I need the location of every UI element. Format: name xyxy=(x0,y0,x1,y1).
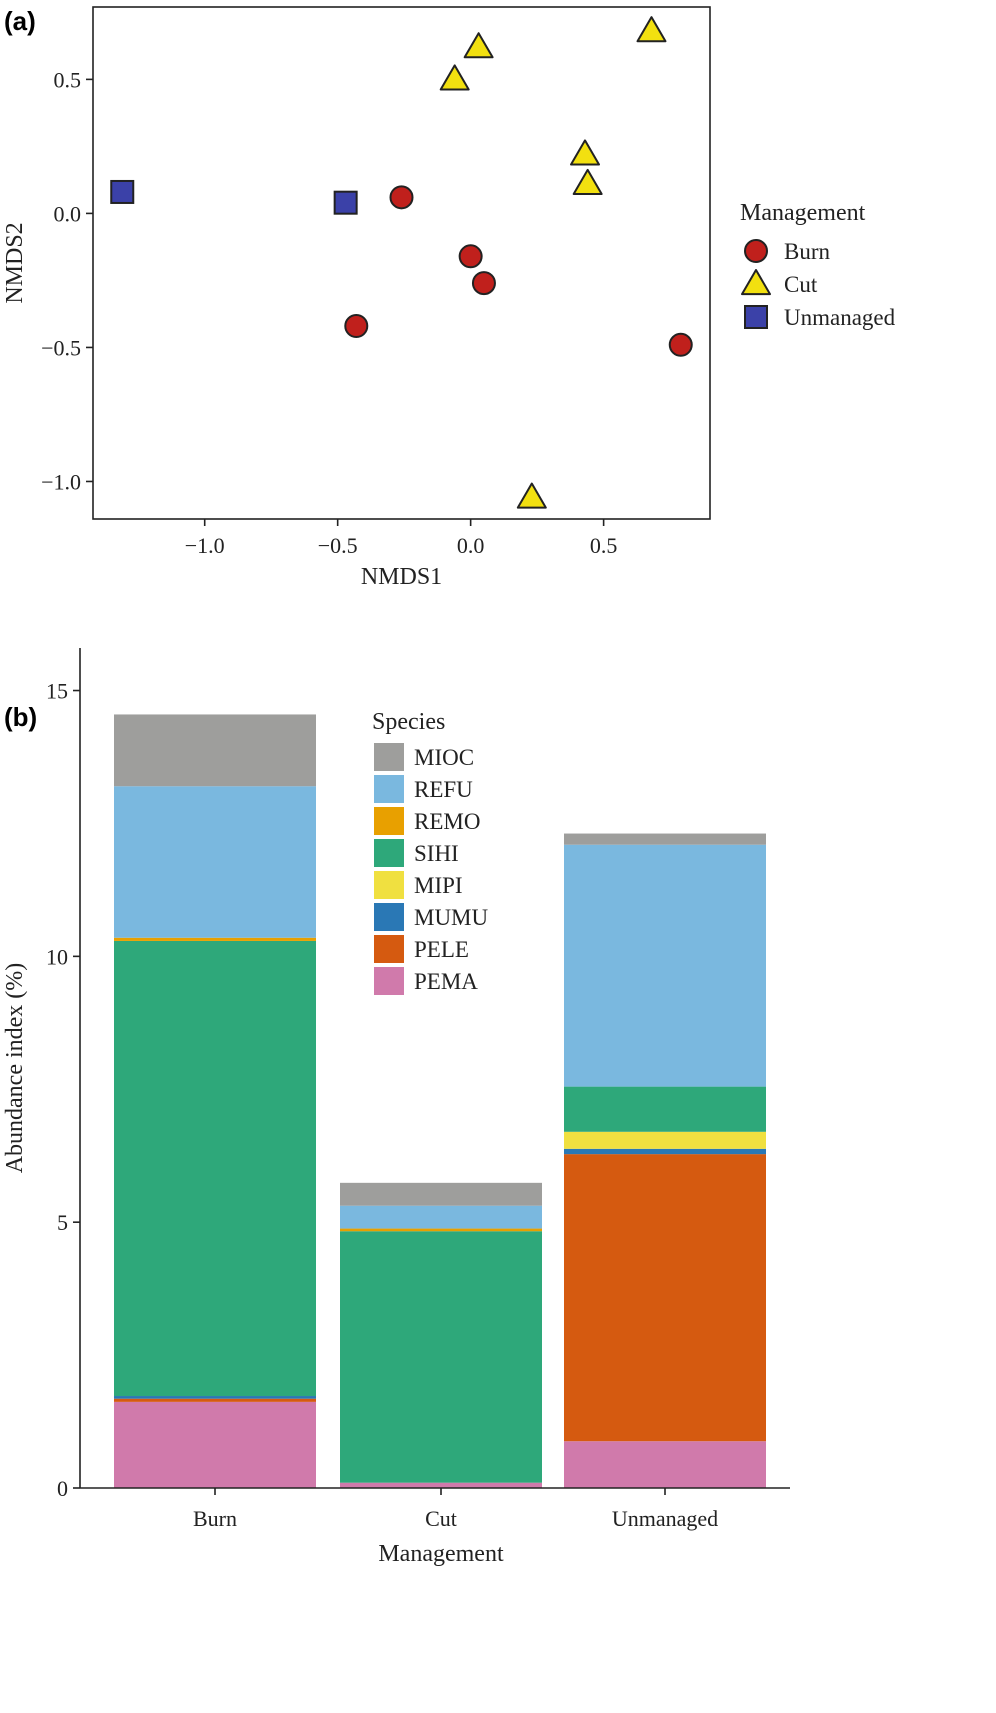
bar-segment-burn-sihi xyxy=(114,940,316,1397)
bar-y-tick-label: 0 xyxy=(57,1476,68,1501)
scatter-plot-frame xyxy=(92,6,711,520)
bar-x-ticks: Burn Cut Unmanaged xyxy=(193,1488,718,1531)
bar-segment-cut-refu xyxy=(340,1205,542,1229)
bar-segment-unmanaged-mumu xyxy=(564,1148,766,1155)
point-cut xyxy=(516,482,547,509)
scatter-legend-title: Management xyxy=(740,200,866,226)
legend-key-burn xyxy=(744,239,768,263)
bar-segment-unmanaged-pele xyxy=(564,1154,766,1442)
bar-y-tick-label: 5 xyxy=(57,1210,68,1235)
bar-segment-burn-remo xyxy=(114,937,316,941)
bar-segment-burn-pema xyxy=(114,1401,316,1488)
panel-b-label: (b) xyxy=(4,702,37,732)
legend-label-sihi: SIHI xyxy=(414,841,459,866)
legend-key-cut xyxy=(741,269,771,296)
legend-key-mioc xyxy=(374,743,404,771)
point-burn xyxy=(344,313,369,338)
legend-label-unmanaged: Unmanaged xyxy=(784,305,896,330)
panel-a-label: (a) xyxy=(4,6,36,36)
legend-key-mumu xyxy=(374,903,404,931)
bar-segment-burn-pele xyxy=(114,1398,316,1402)
stacked-bars xyxy=(114,714,766,1488)
scatter-x-axis-title: NMDS1 xyxy=(361,564,442,590)
bar-segment-cut-mioc xyxy=(340,1182,542,1206)
point-cut xyxy=(463,32,494,59)
bar-x-axis-title: Management xyxy=(378,1541,504,1567)
scatter-y-tick-label: −1.0 xyxy=(41,469,81,494)
legend-label-mipi: MIPI xyxy=(414,873,463,898)
legend-label-burn: Burn xyxy=(784,239,831,264)
bar-y-tick-label: 15 xyxy=(46,679,68,704)
scatter-legend: Management Burn Cut Unmanaged xyxy=(740,200,896,330)
point-unmanaged xyxy=(333,190,358,215)
bar-segment-unmanaged-sihi xyxy=(564,1086,766,1132)
point-cut xyxy=(439,64,470,91)
scatter-y-axis-title: NMDS2 xyxy=(2,222,28,303)
point-burn xyxy=(471,271,496,296)
scatter-x-tick-label: 0.5 xyxy=(590,533,618,558)
point-burn xyxy=(458,244,483,269)
scatter-y-tick-label: −0.5 xyxy=(41,335,81,360)
bar-y-axis-title: Abundance index (%) xyxy=(2,963,28,1174)
legend-label-mumu: MUMU xyxy=(414,905,489,930)
legend-key-pema xyxy=(374,967,404,995)
bar-segment-burn-refu xyxy=(114,786,316,938)
abundance-bar-panel: (b) Burn Cut Unmanaged 0 5 10 15 Management A… xyxy=(2,648,790,1567)
legend-label-refu: REFU xyxy=(414,777,473,802)
bar-segment-cut-remo xyxy=(340,1228,542,1232)
legend-key-pele xyxy=(374,935,404,963)
bar-segment-unmanaged-mioc xyxy=(564,833,766,845)
scatter-y-tick-label: 0.5 xyxy=(54,67,82,92)
scatter-y-tick-label: 0.0 xyxy=(54,201,82,226)
bar-segment-burn-mumu xyxy=(114,1396,316,1399)
bar-y-tick-label: 10 xyxy=(46,944,68,969)
bar-x-tick-label: Burn xyxy=(193,1506,237,1531)
legend-key-remo xyxy=(374,807,404,835)
legend-label-pema: PEMA xyxy=(414,969,478,994)
bar-x-tick-label: Cut xyxy=(425,1506,457,1531)
point-cut xyxy=(572,168,603,196)
legend-key-sihi xyxy=(374,839,404,867)
bar-segment-burn-mioc xyxy=(114,714,316,787)
point-cut xyxy=(570,139,601,166)
species-legend-title: Species xyxy=(372,709,445,735)
legend-key-unmanaged xyxy=(744,305,768,329)
legend-key-refu xyxy=(374,775,404,803)
scatter-x-tick-label: −0.5 xyxy=(318,533,358,558)
point-burn xyxy=(389,185,414,210)
bar-y-ticks: 0 5 10 15 xyxy=(46,679,80,1501)
point-cut xyxy=(636,16,667,43)
scatter-x-ticks: −1.0 −0.5 0.0 0.5 xyxy=(185,519,618,558)
bar-segment-unmanaged-pema xyxy=(564,1441,766,1488)
scatter-x-tick-label: 0.0 xyxy=(457,533,485,558)
legend-label-mioc: MIOC xyxy=(414,745,474,770)
scatter-y-ticks: −1.0 −0.5 0.0 0.5 xyxy=(41,67,93,494)
legend-label-remo: REMO xyxy=(414,809,480,834)
legend-label-cut: Cut xyxy=(784,272,818,297)
scatter-x-tick-label: −1.0 xyxy=(185,533,225,558)
scatter-points xyxy=(110,16,693,509)
bar-segment-cut-pema xyxy=(340,1482,542,1488)
legend-key-mipi xyxy=(374,871,404,899)
species-legend: Species MIOC REFU REMO SIHI MIPI MUMU PELE PEMA xyxy=(372,709,489,995)
bar-segment-cut-sihi xyxy=(340,1231,542,1483)
point-unmanaged xyxy=(110,179,135,204)
bar-x-tick-label: Unmanaged xyxy=(612,1506,718,1531)
point-burn xyxy=(668,332,693,357)
nmds-scatter-panel: (a) −1.0 −0.5 0.0 0.5 −1.0−0.50.00.5 NMDS1 … xyxy=(2,6,896,590)
bar-segment-unmanaged-mipi xyxy=(564,1131,766,1149)
legend-label-pele: PELE xyxy=(414,937,469,962)
bar-segment-unmanaged-refu xyxy=(564,844,766,1087)
